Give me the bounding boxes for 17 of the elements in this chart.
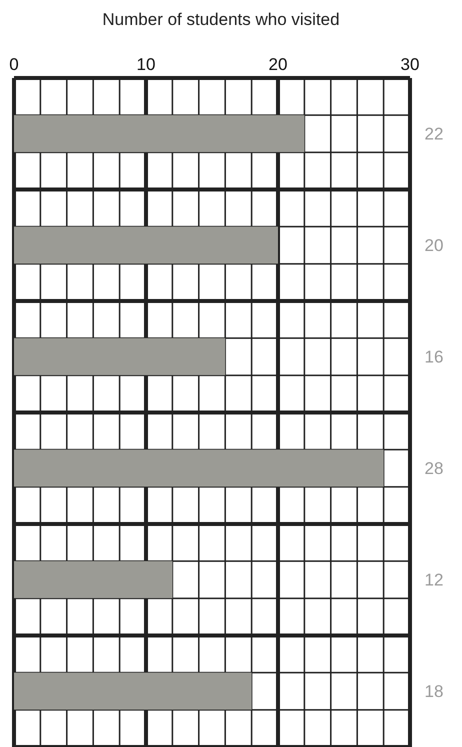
data-label: 12 [424,570,444,590]
bar [14,561,172,598]
data-label: 28 [424,459,444,478]
bar [14,226,278,264]
x-tick-label: 30 [400,55,420,74]
data-label: 16 [424,348,444,367]
bar [14,450,384,487]
x-tick-label: 10 [136,55,156,74]
bar [14,115,304,152]
bar [14,338,226,376]
x-tick-label: 0 [9,55,19,74]
x-tick-label: 20 [268,55,288,74]
data-label: 20 [424,236,444,256]
data-label: 22 [424,124,444,144]
data-label: 18 [424,682,444,702]
bar [14,672,252,710]
x-axis-title: Number of students who visited [101,10,341,30]
